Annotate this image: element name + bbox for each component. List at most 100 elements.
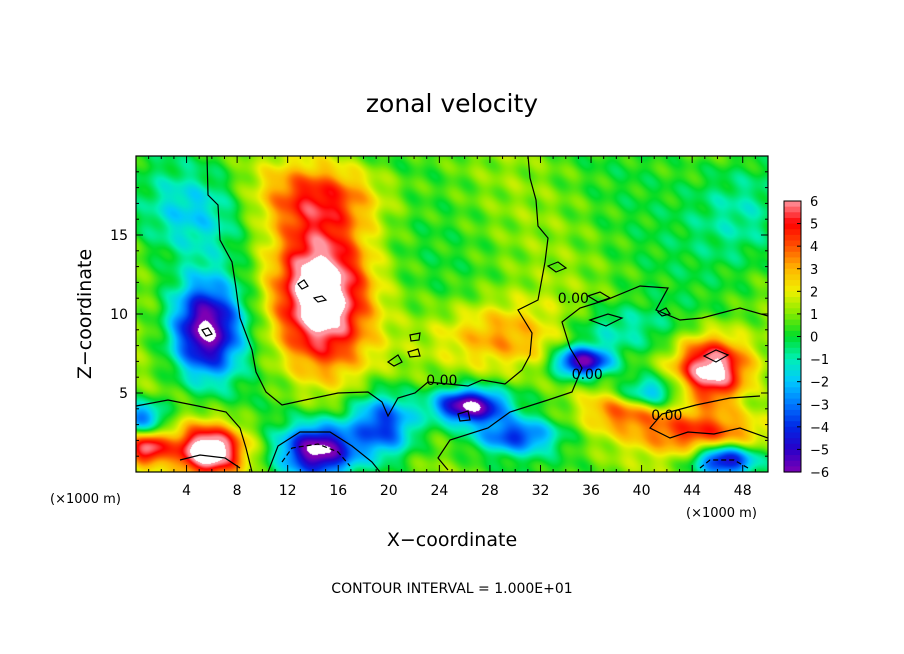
colorbar-tick-label: 5 — [810, 218, 818, 233]
dashed-contour-a — [281, 443, 351, 467]
colorbar-tick-label: 6 — [810, 195, 818, 210]
colorbar-cell — [784, 381, 801, 388]
x-axis-label: X−coordinate — [387, 529, 517, 551]
zero-contour-mid — [437, 285, 768, 471]
colorbar-cell — [784, 251, 801, 259]
x-tick-label: 36 — [582, 483, 600, 499]
contour-labels: 0.00 0.00 0.00 0.00 — [426, 291, 682, 424]
colorbar-cell — [784, 263, 801, 270]
small-contour-i — [312, 295, 328, 303]
colorbar-cell — [784, 280, 801, 287]
colorbar-cell — [784, 455, 801, 462]
colorbar-cell — [784, 268, 801, 275]
small-contour-d — [546, 261, 568, 273]
x-tick-label: 20 — [380, 483, 398, 499]
colorbar-cell — [784, 409, 801, 417]
small-contour-e — [586, 291, 612, 303]
small-contour-f — [588, 313, 624, 327]
colorbar-cell — [784, 257, 801, 264]
colorbar-cell — [784, 342, 801, 349]
x-tick-label: 12 — [279, 483, 297, 499]
colorbar-cell — [784, 398, 801, 405]
colorbar-cell — [784, 325, 801, 332]
colorbar-cell — [784, 415, 801, 422]
colorbar-ticks: 6 5 4 3 2 1 0 −1 −2 −3 −4 −5 −6 — [797, 195, 829, 481]
zero-contour-lower — [649, 395, 768, 439]
x-tick-label: 8 — [233, 483, 242, 499]
contour-label-3: 0.00 — [558, 291, 589, 307]
chart-title: zonal velocity — [366, 89, 538, 118]
colorbar-cell — [784, 460, 801, 467]
contour-layer — [136, 156, 768, 472]
colorbar-cell — [784, 426, 801, 434]
colorbar-cell — [784, 240, 801, 247]
x-scale-note: (×1000 m) — [686, 506, 757, 521]
colorbar-tick-label: −4 — [810, 421, 829, 436]
small-contour-g — [656, 307, 671, 317]
y-tick-label: 10 — [110, 307, 128, 323]
colorbar-tick-label: −5 — [810, 443, 829, 458]
zero-contour-bottom-left — [136, 399, 253, 472]
x-tick-label: 44 — [683, 483, 701, 499]
colorbar-cell — [784, 229, 801, 236]
colorbar-cells — [784, 201, 801, 473]
colorbar-cell — [784, 285, 801, 292]
colorbar-cell — [784, 206, 801, 213]
colorbar-cell — [784, 217, 801, 225]
colorbar-tick-label: −2 — [810, 376, 829, 391]
x-tick-label: 28 — [481, 483, 499, 499]
contour-label-2: 0.00 — [572, 367, 603, 383]
plot-area: 0.00 0.000.000.00 4 8 12 16 20 24 28 32 36 40 44 48 … — [110, 155, 769, 499]
colorbar-cell — [784, 212, 801, 219]
colorbar-tick-label: −6 — [810, 466, 829, 481]
x-tick-label: 40 — [633, 483, 651, 499]
colorbar-cell — [784, 319, 801, 326]
colorbar-cell — [784, 370, 801, 377]
colorbar-cell — [784, 313, 801, 321]
y-tick-label: 15 — [110, 228, 128, 244]
small-contour-b — [409, 332, 421, 342]
colorbar-cell — [784, 376, 801, 383]
colorbar-tick-label: 1 — [810, 308, 818, 323]
colorbar-cell — [784, 438, 801, 445]
colorbar-cell — [784, 359, 801, 366]
small-contour-k — [702, 349, 730, 363]
small-contour-h — [297, 279, 309, 290]
colorbar-cell — [784, 466, 801, 473]
colorbar-cell — [784, 274, 801, 281]
small-contour-a — [386, 354, 403, 367]
colorbar-cell — [784, 449, 801, 456]
colorbar-cell — [784, 404, 801, 411]
colorbar-cell — [784, 234, 801, 242]
colorbar-cell — [784, 201, 801, 208]
colorbar-cell — [784, 432, 801, 439]
x-tick-label: 4 — [182, 483, 191, 499]
colorbar-cell — [784, 302, 801, 309]
colorbar-tick-label: −3 — [810, 398, 829, 413]
colorbar-cell — [784, 291, 801, 298]
dashed-contour-b — [699, 459, 749, 469]
y-ticks: 5 10 15 — [110, 171, 768, 457]
colorbar-cell — [784, 364, 801, 371]
colorbar-cell — [784, 308, 801, 315]
colorbar-cell — [784, 392, 801, 400]
colorbar-cell — [784, 336, 801, 343]
colorbar-cell — [784, 443, 801, 451]
heatmap-image — [136, 156, 768, 472]
colorbar-cell — [784, 421, 801, 428]
colorbar-cell — [784, 387, 801, 394]
x-tick-label: 48 — [734, 483, 752, 499]
small-contour-c — [407, 348, 421, 358]
colorbar: 6 5 4 3 2 1 0 −1 −2 −3 −4 −5 −6 — [783, 195, 829, 481]
small-contour-l — [457, 410, 471, 422]
zero-contour-bottom-mid — [267, 431, 381, 472]
colorbar-cell — [784, 296, 801, 304]
colorbar-tick-label: 4 — [810, 240, 818, 255]
colorbar-cell — [784, 223, 801, 230]
small-contour-j — [201, 327, 213, 337]
x-ticks: 4 8 12 16 20 24 28 32 36 40 44 48 — [148, 156, 756, 499]
colorbar-tick-label: 3 — [810, 263, 818, 278]
colorbar-cell — [784, 246, 801, 253]
colorbar-tick-label: 2 — [810, 285, 818, 300]
